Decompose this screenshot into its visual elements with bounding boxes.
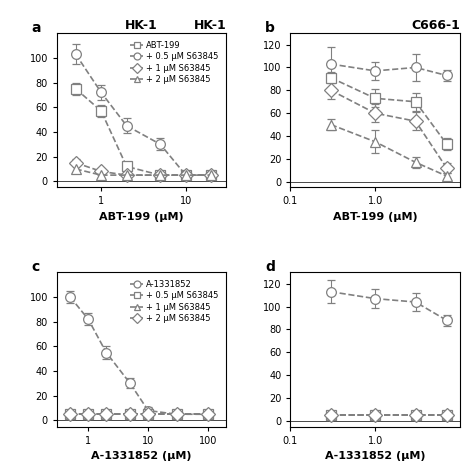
- Text: b: b: [265, 21, 275, 35]
- Text: c: c: [31, 260, 40, 274]
- X-axis label: A-1331852 (μM): A-1331852 (μM): [325, 451, 425, 461]
- Legend: A-1331852, + 0.5 μM S63845, + 1 μM S63845, + 2 μM S63845: A-1331852, + 0.5 μM S63845, + 1 μM S6384…: [127, 276, 222, 327]
- Title: HK-1: HK-1: [125, 19, 158, 32]
- X-axis label: ABT-199 (μM): ABT-199 (μM): [99, 212, 184, 222]
- Text: d: d: [265, 260, 275, 274]
- Text: C666-1: C666-1: [411, 19, 460, 32]
- Legend: ABT-199, + 0.5 μM S63845, + 1 μM S63845, + 2 μM S63845: ABT-199, + 0.5 μM S63845, + 1 μM S63845,…: [127, 37, 222, 88]
- Text: HK-1: HK-1: [193, 19, 226, 32]
- Text: a: a: [31, 21, 41, 35]
- X-axis label: A-1331852 (μM): A-1331852 (μM): [91, 451, 192, 461]
- X-axis label: ABT-199 (μM): ABT-199 (μM): [333, 212, 418, 222]
